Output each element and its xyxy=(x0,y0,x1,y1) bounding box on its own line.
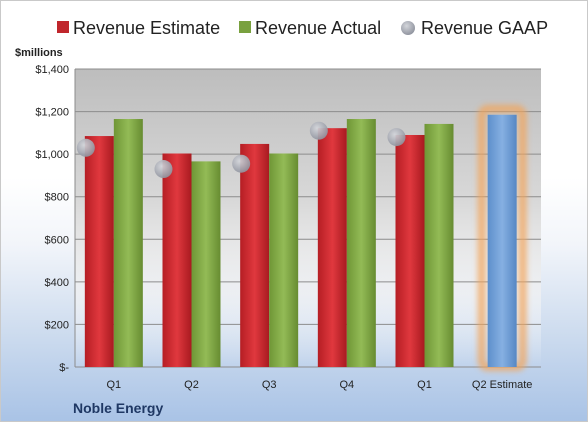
plot-area xyxy=(75,69,541,367)
point-revenue-gaap xyxy=(232,154,251,173)
bar-revenue-actual xyxy=(346,119,376,368)
legend-label-revenue-actual: Revenue Actual xyxy=(255,18,381,38)
y-axis-ticks: $- $200 $400 $600 $800 $1,000 $1,200 $1,400 xyxy=(35,64,69,374)
bar-q2-estimate xyxy=(487,114,517,367)
bars xyxy=(76,104,527,371)
legend-label-revenue-gaap: Revenue GAAP xyxy=(421,18,548,38)
bar-revenue-estimate xyxy=(162,153,192,367)
legend-label-revenue-estimate: Revenue Estimate xyxy=(73,18,220,38)
y-tick-label: $1,200 xyxy=(35,107,69,119)
bar-revenue-actual xyxy=(191,161,221,367)
bar-revenue-estimate xyxy=(240,143,270,367)
y-tick-label: $400 xyxy=(45,277,69,289)
gridlines xyxy=(74,68,541,368)
legend: Revenue Estimate Revenue Actual Revenue … xyxy=(57,18,548,38)
legend-swatch-revenue-actual xyxy=(239,21,251,33)
bar-revenue-estimate xyxy=(395,134,425,367)
x-axis-ticks: Q1 Q2 Q3 Q4 Q1 Q2 Estimate xyxy=(106,379,532,391)
point-revenue-gaap xyxy=(387,128,406,147)
x-tick-label: Q3 xyxy=(262,379,277,391)
y-tick-label: $1,000 xyxy=(35,149,69,161)
legend-swatch-revenue-gaap xyxy=(401,21,415,35)
x-tick-label: Q1 xyxy=(106,379,121,391)
bar-revenue-estimate xyxy=(317,128,347,367)
bar-revenue-estimate xyxy=(84,136,114,367)
x-tick-label: Q2 Estimate xyxy=(472,379,533,391)
y-tick-label: $600 xyxy=(45,234,69,246)
y-tick-label: $1,400 xyxy=(35,64,69,76)
point-revenue-gaap xyxy=(76,138,95,157)
y-axis-unit-label: $millions xyxy=(15,47,63,59)
company-name: Noble Energy xyxy=(73,400,163,416)
point-revenue-gaap xyxy=(309,121,328,140)
x-tick-label: Q4 xyxy=(339,379,354,391)
bar-revenue-actual xyxy=(113,119,143,368)
bar-revenue-actual xyxy=(424,123,454,367)
y-tick-label: $- xyxy=(59,362,69,374)
bar-revenue-actual xyxy=(269,153,299,367)
y-tick-label: $800 xyxy=(45,192,69,204)
point-revenue-gaap xyxy=(154,160,173,179)
legend-swatch-revenue-estimate xyxy=(57,21,69,33)
y-tick-label: $200 xyxy=(45,319,69,331)
x-tick-label: Q2 xyxy=(184,379,199,391)
x-tick-label: Q1 xyxy=(417,379,432,391)
